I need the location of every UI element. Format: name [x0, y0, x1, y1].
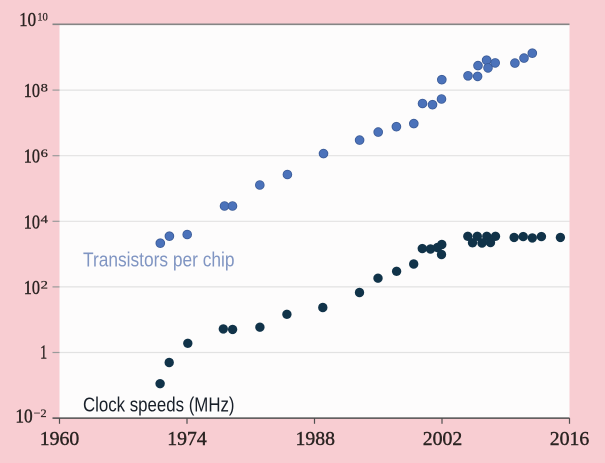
svg-text:10: 10 [19, 9, 36, 31]
svg-text:−2: −2 [34, 406, 47, 420]
svg-text:Clock speeds (MHz): Clock speeds (MHz) [83, 394, 235, 416]
svg-text:10: 10 [24, 80, 40, 102]
svg-text:1: 1 [40, 342, 47, 364]
svg-text:10: 10 [15, 405, 32, 427]
svg-text:10: 10 [24, 277, 40, 299]
svg-text:1960: 1960 [40, 428, 80, 450]
svg-text:2002: 2002 [423, 428, 463, 450]
svg-text:10: 10 [24, 146, 40, 168]
svg-text:10: 10 [37, 9, 48, 23]
svg-text:10: 10 [24, 211, 40, 233]
svg-text:1974: 1974 [167, 428, 207, 450]
svg-text:4: 4 [41, 212, 48, 226]
svg-text:8: 8 [41, 81, 48, 95]
svg-text:Transistors per chip: Transistors per chip [83, 250, 235, 272]
svg-text:1988: 1988 [296, 428, 336, 450]
svg-text:2: 2 [41, 278, 48, 292]
svg-text:6: 6 [41, 146, 48, 160]
svg-text:2016: 2016 [550, 428, 590, 450]
